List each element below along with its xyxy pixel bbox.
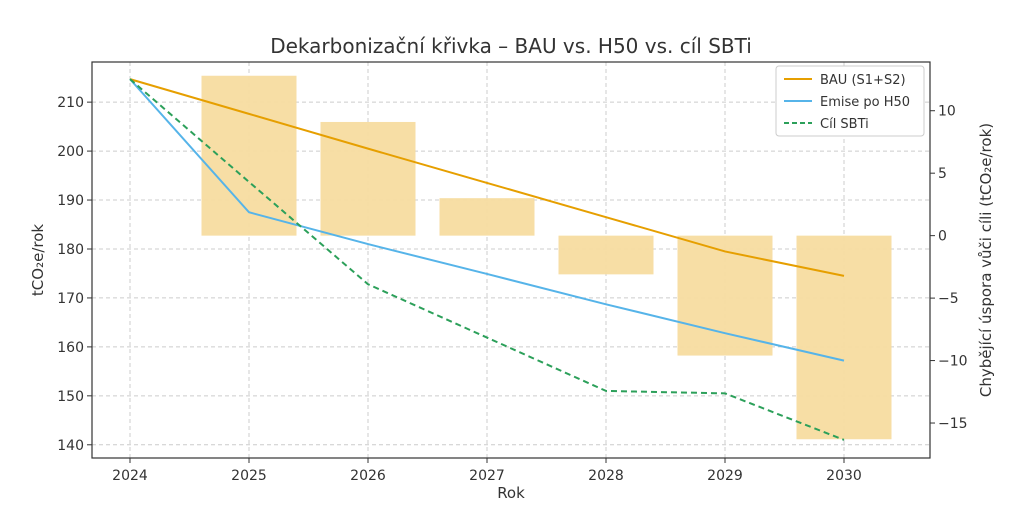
legend-label-h50: Emise po H50 [820, 95, 910, 110]
right-y-axis-label: Chybějící úspora vůči cíli (tCO₂e/rok) [977, 123, 995, 397]
gap-bar [201, 75, 297, 236]
plot-frame [91, 61, 931, 459]
legend-label-sbti: Cíl SBTi [820, 117, 869, 132]
right-y-axis-ticks: −15 −10 −5 0 5 10 [930, 104, 968, 432]
left-y-tick-label: 180 [57, 242, 84, 258]
left-y-tick-label: 160 [57, 340, 84, 356]
chart-title: Dekarbonizační křivka – BAU vs. H50 vs. … [270, 34, 752, 58]
left-y-tick-label: 190 [57, 193, 84, 209]
right-y-tick-label: 5 [938, 166, 947, 182]
right-y-tick-label: −10 [938, 354, 968, 370]
x-tick-label: 2028 [588, 468, 624, 484]
gap-bar [439, 198, 535, 236]
line-h50 [129, 78, 845, 362]
x-tick-label: 2025 [231, 468, 267, 484]
line-sbti [129, 78, 845, 441]
x-tick-label: 2024 [112, 468, 148, 484]
left-y-tick-label: 210 [57, 95, 84, 111]
legend: BAU (S1+S2) Emise po H50 Cíl SBTi [775, 65, 925, 137]
legend-box [775, 65, 925, 137]
left-y-tick-label: 140 [57, 438, 84, 454]
left-y-tick-label: 200 [57, 144, 84, 160]
line-bau [129, 78, 845, 277]
axes [91, 61, 931, 459]
emission-lines [129, 78, 845, 441]
left-y-tick-label: 170 [57, 291, 84, 307]
x-tick-label: 2029 [707, 468, 743, 484]
left-y-axis-ticks: 140 150 160 170 180 190 200 210 [57, 95, 92, 454]
legend-label-bau: BAU (S1+S2) [820, 73, 906, 88]
x-axis-label: Rok [497, 484, 525, 502]
left-y-tick-label: 150 [57, 389, 84, 405]
right-y-tick-label: −5 [938, 291, 959, 307]
x-tick-label: 2027 [469, 468, 505, 484]
gap-bar [558, 235, 654, 275]
left-y-axis-label: tCO₂e/rok [29, 224, 47, 296]
x-axis-ticks: 2024 2025 2026 2027 2028 2029 2030 [112, 458, 862, 484]
gap-bar [320, 121, 416, 236]
gap-bar [796, 235, 892, 440]
right-y-tick-label: 0 [938, 229, 947, 245]
gap-bar [677, 235, 773, 356]
x-tick-label: 2030 [826, 468, 862, 484]
x-tick-label: 2026 [350, 468, 386, 484]
right-y-tick-label: 10 [938, 104, 956, 120]
right-y-tick-label: −15 [938, 416, 968, 432]
gap-bars [201, 75, 892, 440]
